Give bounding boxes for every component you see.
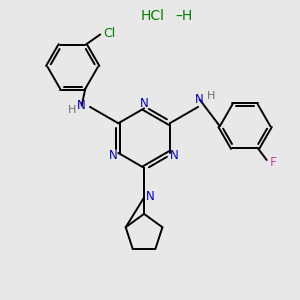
Text: N: N bbox=[170, 149, 179, 162]
Text: H: H bbox=[206, 91, 215, 100]
Text: N: N bbox=[140, 97, 148, 110]
Text: F: F bbox=[270, 156, 277, 169]
Text: N: N bbox=[195, 93, 204, 106]
Text: HCl: HCl bbox=[141, 9, 165, 23]
Text: N: N bbox=[109, 149, 118, 162]
Text: Cl: Cl bbox=[103, 26, 116, 40]
Text: H: H bbox=[68, 105, 76, 115]
Text: –H: –H bbox=[176, 9, 193, 23]
Text: N: N bbox=[77, 99, 86, 112]
Text: N: N bbox=[146, 190, 155, 202]
